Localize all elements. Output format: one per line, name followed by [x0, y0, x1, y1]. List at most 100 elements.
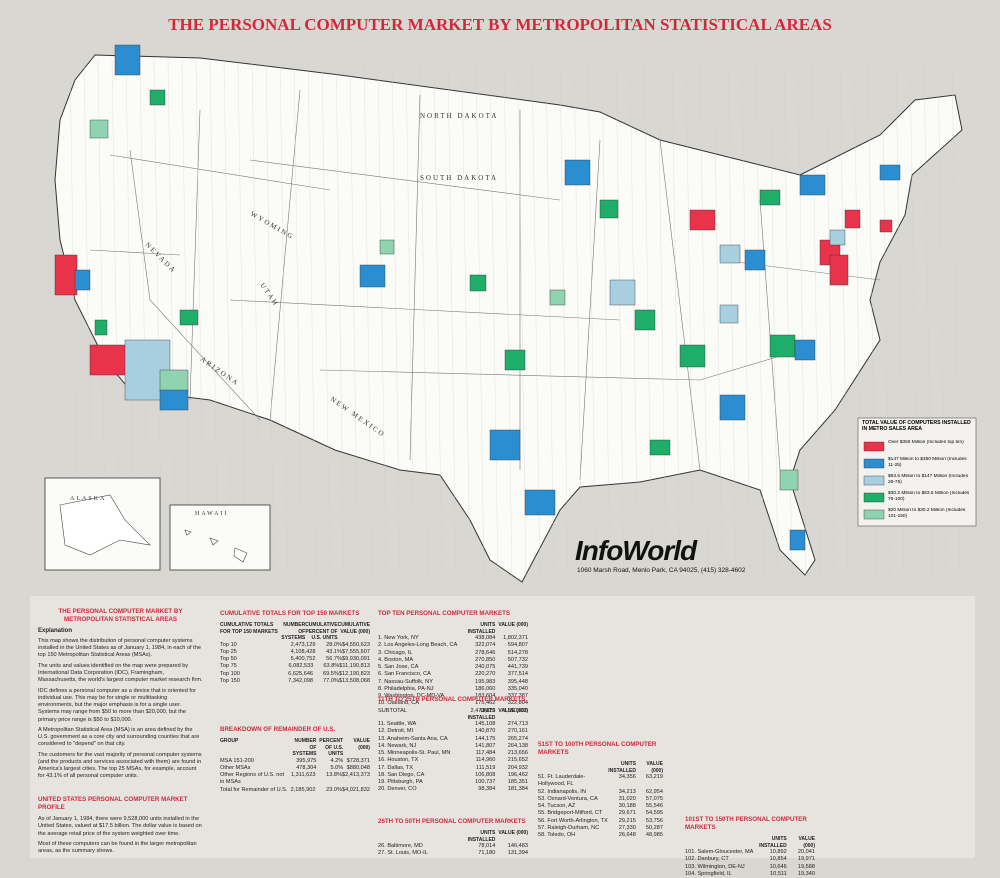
cell: 6,082,533: [288, 663, 314, 670]
cell: 213,656: [507, 750, 528, 757]
cell: 195,983: [475, 678, 496, 685]
section: 11TH TO 25TH PERSONAL COMPUTER MARKETS UN…: [378, 696, 528, 794]
state-label: SOUTH DAKOTA: [420, 174, 498, 182]
cell: 15. Minneapolis-St. Paul, MN: [378, 750, 451, 757]
county-line: [839, 59, 849, 581]
cell: 57. Raleigh-Durham, NC: [538, 824, 600, 831]
cell: 265,274: [507, 735, 528, 742]
table-row: 9. Washington, DC-MD-VA 183,604 337,387: [378, 693, 528, 700]
cell: 264,138: [507, 742, 528, 749]
county-line: [279, 59, 289, 581]
table-row: 12. Detroit, MI 140,870 270,161: [378, 728, 528, 735]
metro-area: [769, 334, 796, 358]
cell: Total for Remainder of U.S.: [220, 786, 288, 793]
county-line: [713, 59, 723, 581]
legend-title: TOTAL VALUE OF COMPUTERS INSTALLED IN ME…: [862, 420, 971, 433]
cell: 78,014: [478, 843, 496, 850]
metro-area: [159, 389, 189, 411]
metro-area: [359, 264, 386, 288]
table-row: 2. Los Angeles-Long Beach, CA 322,074 594,…: [378, 642, 528, 649]
column-header: [378, 708, 463, 721]
table-row: 104. Springfield, IL 10,511 19,340: [685, 871, 815, 878]
cell: 2. Los Angeles-Long Beach, CA: [378, 642, 458, 649]
cell: 337,387: [507, 693, 528, 700]
county-line: [587, 59, 597, 581]
metro-area: [689, 209, 716, 231]
cell: Top 50: [220, 656, 237, 663]
section: 51ST TO 100TH PERSONAL COMPUTER MARKETS U…: [538, 741, 663, 840]
legend-label-box: $147 Million to $350 Million (Includes 1…: [888, 457, 967, 468]
cell: 104. Springfield, IL: [685, 870, 732, 877]
legend-title-box: TOTAL VALUE OF COMPUTERS INSTALLED IN ME…: [862, 420, 971, 433]
cell: 10,854: [769, 856, 787, 863]
column-header: VALUE (000): [353, 738, 370, 751]
table-row: 13. Anaheim-Santa Ana, CA 144,175 265,274: [378, 736, 528, 743]
cell: 146,483: [507, 843, 528, 850]
cell: 322,074: [475, 642, 496, 649]
cell: Other MSAs: [220, 764, 251, 771]
cell: 103. Wilmington, DE-NJ: [685, 863, 745, 870]
county-line: [601, 59, 611, 581]
paragraph: This map shows the distribution of perso…: [38, 637, 201, 659]
cell: 12. Detroit, MI: [378, 728, 414, 735]
table-row: 15. Minneapolis-St. Paul, MN 117,484 213,6…: [378, 750, 528, 757]
table-row: 57. Raleigh-Durham, NC 27,330 50,287: [538, 825, 663, 832]
column-header: NUMBER OF SYSTEMS: [292, 738, 317, 758]
table-row: 102. Danbury, CT 10,854 19,971: [685, 856, 815, 863]
state-label: ALASKA: [70, 496, 106, 502]
legend-label-box: $30.2 Million to $63.5 Million (Includes…: [888, 491, 969, 502]
cell: 215,652: [507, 757, 528, 764]
cell: 48,985: [645, 832, 663, 839]
county-line: [447, 59, 457, 581]
section: UNITED STATES PERSONAL COMPUTER MARKET P…: [38, 796, 203, 858]
paragraph: The customers for the vast majority of p…: [38, 751, 202, 780]
county-line: [475, 59, 485, 581]
section: THE PERSONAL COMPUTER MARKET BY METROPOL…: [38, 608, 203, 784]
county-line: [321, 59, 331, 581]
section: CUMULATIVE TOTALS FOR TOP 150 MARKETS CUM…: [220, 610, 370, 685]
legend-swatch: [863, 475, 885, 486]
cell: 18. San Diego, CA: [378, 771, 425, 778]
map: THE PERSONAL COMPUTER MARKET BY METROPOL…: [44, 15, 977, 583]
metro-area: [879, 219, 893, 233]
table-row: 19. Pittsburgh, PA 100,737 185,351: [378, 779, 528, 786]
county-line: [167, 59, 177, 581]
cell: 77.0%: [323, 677, 339, 684]
cell: 106,808: [475, 771, 496, 778]
cell: SUBTOTAL: [378, 707, 408, 714]
cell: $728,371: [346, 757, 370, 764]
cell: 141,807: [475, 742, 496, 749]
cell: 7. Nassau-Suffolk, NY: [378, 678, 433, 685]
legend: TOTAL VALUE OF COMPUTERS INSTALLED IN ME…: [857, 417, 977, 527]
column-header: VALUE (000): [498, 622, 528, 629]
section: 101ST TO 150TH PERSONAL COMPUTER MARKETS…: [685, 816, 815, 878]
cell: 4,550,623: [503, 707, 528, 714]
legend-swatch: [863, 492, 885, 503]
metro-area: [114, 44, 141, 76]
legend-swatch: [863, 509, 885, 520]
metro-area: [779, 469, 799, 491]
cell: $13,508,068: [338, 677, 370, 684]
cell: 101. Salem-Gloucester, MA: [685, 849, 754, 856]
table-row: 18. San Diego, CA 106,808 196,462: [378, 772, 528, 779]
table-header: UNITS INSTALLED VALUE (000): [378, 830, 528, 843]
column-header: CUMULATIVE TOTALS FOR TOP 150 MARKETS: [220, 622, 278, 635]
cell: 9. Washington, DC-MD-VA: [378, 693, 445, 700]
cell: 278,646: [475, 649, 496, 656]
cell: Other Regions of U.S. not in MSAs: [220, 772, 285, 786]
table-row: 3. Chicago, IL 278,646 514,278: [378, 650, 528, 657]
section-title: 51ST TO 100TH PERSONAL COMPUTER MARKETS: [538, 741, 657, 757]
county-line: [615, 59, 625, 581]
county-line: [573, 59, 583, 581]
county-line: [503, 59, 513, 581]
cell: 6,625,646: [288, 670, 314, 677]
table-row: Other MSAs 478,304 5.0% $880,048: [220, 765, 370, 772]
paragraph: Most of these computers can be found in …: [38, 840, 197, 855]
county-line: [237, 59, 247, 581]
metro-area: [794, 339, 816, 361]
paragraph: As of January 1, 1984, there were 9,528,…: [38, 816, 202, 837]
cell: 185,351: [507, 779, 528, 786]
section-title: 101ST TO 150TH PERSONAL COMPUTER MARKETS: [685, 816, 807, 832]
column-header: [685, 836, 758, 849]
